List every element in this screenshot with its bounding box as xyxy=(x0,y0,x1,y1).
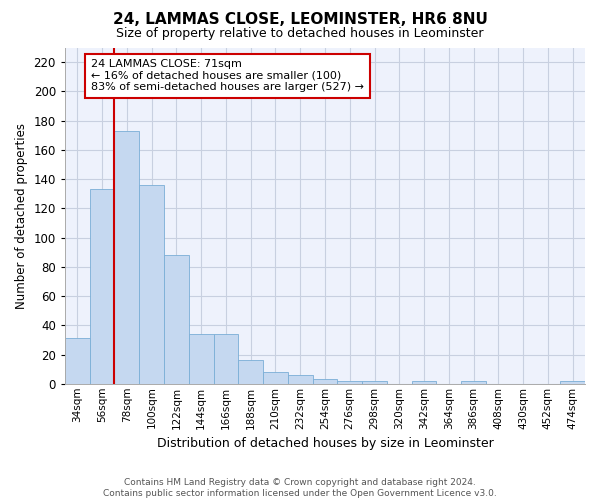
Text: Size of property relative to detached houses in Leominster: Size of property relative to detached ho… xyxy=(116,28,484,40)
Bar xyxy=(214,334,238,384)
Bar xyxy=(362,381,387,384)
Bar xyxy=(560,381,585,384)
Bar xyxy=(288,375,313,384)
Bar xyxy=(115,131,139,384)
Bar xyxy=(90,190,115,384)
Text: Contains HM Land Registry data © Crown copyright and database right 2024.
Contai: Contains HM Land Registry data © Crown c… xyxy=(103,478,497,498)
Text: 24, LAMMAS CLOSE, LEOMINSTER, HR6 8NU: 24, LAMMAS CLOSE, LEOMINSTER, HR6 8NU xyxy=(113,12,487,28)
Bar xyxy=(412,381,436,384)
Bar xyxy=(337,381,362,384)
Bar xyxy=(164,255,189,384)
Y-axis label: Number of detached properties: Number of detached properties xyxy=(15,122,28,308)
Bar xyxy=(263,372,288,384)
Bar xyxy=(238,360,263,384)
Text: 24 LAMMAS CLOSE: 71sqm
← 16% of detached houses are smaller (100)
83% of semi-de: 24 LAMMAS CLOSE: 71sqm ← 16% of detached… xyxy=(91,59,364,92)
Bar xyxy=(189,334,214,384)
Bar xyxy=(65,338,90,384)
Bar xyxy=(139,185,164,384)
Bar xyxy=(313,380,337,384)
Bar xyxy=(461,381,486,384)
X-axis label: Distribution of detached houses by size in Leominster: Distribution of detached houses by size … xyxy=(157,437,493,450)
